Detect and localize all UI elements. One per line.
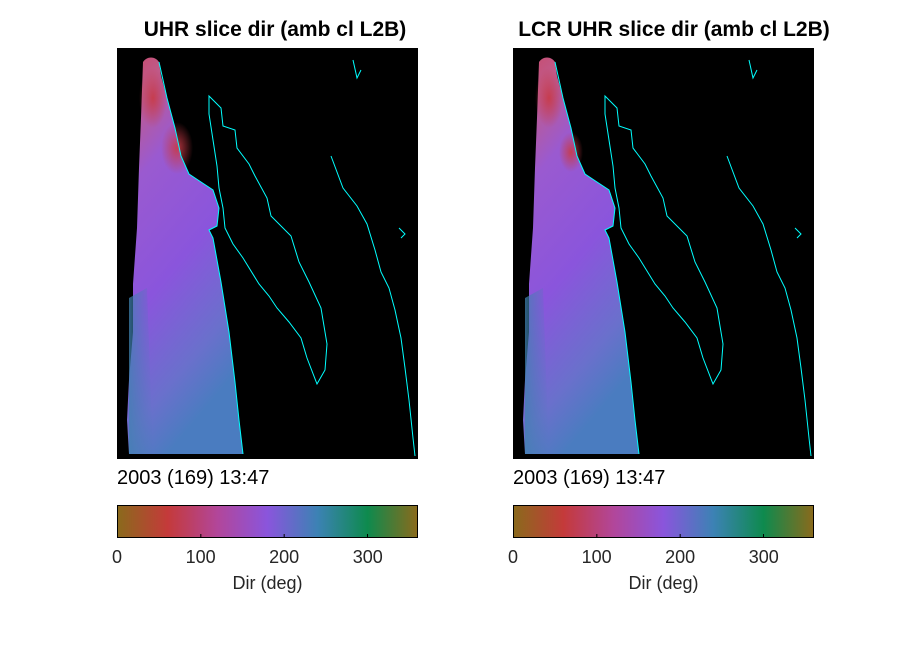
baja-peninsula-coastline — [208, 94, 328, 386]
left-panel: UHR slice dir (amb cl L2B) — [100, 0, 500, 652]
left-wind-direction-map — [117, 48, 418, 459]
left-colorbar — [117, 505, 418, 538]
swath-edge-shading — [525, 288, 549, 454]
colorbar-gradient — [117, 505, 418, 538]
left-colorbar-svg — [117, 505, 418, 538]
colorbar-xlabel: Dir (deg) — [232, 573, 303, 593]
mainland-mexico-coastline — [726, 155, 812, 457]
left-map-svg — [117, 48, 418, 459]
colorbar-tick-label-0: 0 — [507, 547, 519, 567]
colorbar-gradient — [513, 505, 814, 538]
colorbar-tick-marks — [513, 534, 764, 538]
colorbar-tick-label-0: 0 — [111, 547, 123, 567]
colorbar-tick-label-300: 300 — [352, 547, 383, 567]
left-timestamp: 2003 (169) 13:47 — [117, 467, 270, 489]
mainland-coastline — [158, 61, 244, 455]
red-patch-north — [139, 68, 167, 128]
right-wind-direction-map — [513, 48, 814, 459]
left-chart-title: UHR slice dir (amb cl L2B) — [143, 18, 407, 41]
right-colorbar-svg — [513, 505, 814, 538]
mainland-coastline — [554, 61, 640, 455]
wind-swath — [523, 57, 639, 454]
right-colorbar — [513, 505, 814, 538]
colorbar-tick-label-300: 300 — [748, 547, 779, 567]
colorbar-xlabel: Dir (deg) — [628, 573, 699, 593]
colorbar-tick-label-200: 200 — [269, 547, 300, 567]
red-patch-cape — [559, 132, 583, 172]
red-patch-cape — [161, 122, 193, 174]
colorbar-tick-marks — [117, 534, 368, 538]
red-patch-north — [535, 68, 563, 128]
colorbar-tick-label-100: 100 — [185, 547, 216, 567]
wind-swath — [127, 57, 243, 454]
island-fragment — [398, 227, 406, 239]
coast-fragment — [352, 59, 362, 80]
baja-peninsula-coastline — [604, 94, 724, 386]
right-timestamp: 2003 (169) 13:47 — [513, 467, 666, 489]
colorbar-tick-label-200: 200 — [665, 547, 696, 567]
coast-fragment — [748, 59, 758, 80]
right-chart-title: LCR UHR slice dir (amb cl L2B) — [518, 18, 830, 41]
swath-edge-shading — [129, 288, 153, 454]
mainland-mexico-coastline — [330, 155, 416, 457]
right-map-svg — [513, 48, 814, 459]
colorbar-tick-label-100: 100 — [581, 547, 612, 567]
island-fragment — [794, 227, 802, 239]
right-panel: LCR UHR slice dir (amb cl L2B) — [496, 0, 896, 652]
